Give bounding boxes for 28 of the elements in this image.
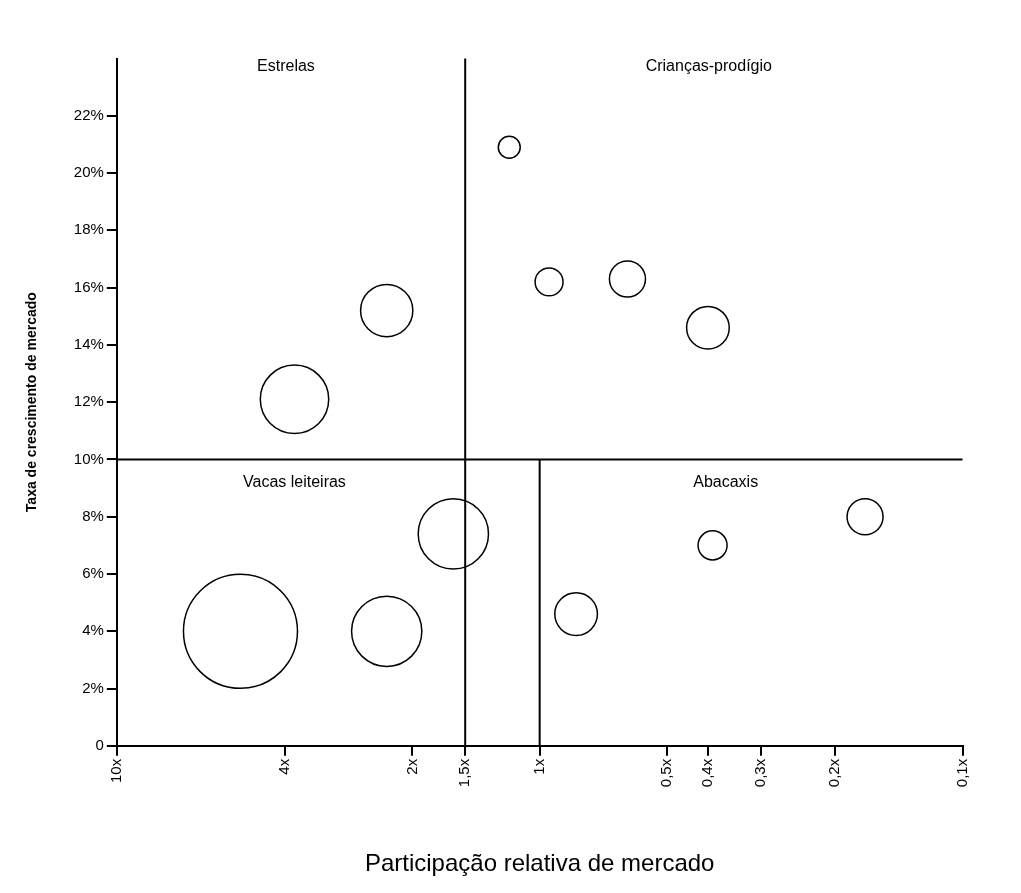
y-tick-label: 14% — [73, 335, 104, 353]
x-axis-title: Participação relativa de mercado — [364, 849, 715, 877]
annotation: Estrelas — [257, 56, 315, 74]
x-tick-label: 1x — [529, 758, 547, 775]
y-tick-label: 0 — [95, 735, 104, 753]
x-tick-label: 0,4x — [698, 758, 716, 788]
y-tick-label: 20% — [73, 163, 104, 181]
y-tick-label: 10% — [73, 449, 104, 467]
annotation: Vacas leiteiras — [242, 472, 346, 490]
y-tick-label: 6% — [82, 564, 104, 582]
y-tick-label: 8% — [82, 506, 104, 524]
annotation: Abacaxis — [693, 472, 759, 490]
x-tick-label: 0,2x — [825, 758, 843, 788]
x-tick-label: 0,5x — [657, 758, 675, 788]
x-tick-label: 2x — [402, 758, 420, 775]
y-tick-label: 4% — [82, 621, 104, 639]
y-tick-label: 12% — [73, 392, 104, 410]
y-tick-label: 18% — [73, 220, 104, 238]
y-tick-label: 16% — [73, 277, 104, 295]
y-axis-title: Taxa de crescimento de mercado — [23, 292, 40, 513]
x-tick-label: 1,5x — [455, 758, 473, 788]
x-tick-label: 0,1x — [952, 758, 970, 788]
x-tick-label: 0,3x — [750, 758, 768, 788]
x-tick-label: 10x — [106, 758, 124, 784]
y-tick-label: 22% — [73, 105, 104, 123]
annotation: Crianças-prodígio — [645, 56, 773, 74]
y-tick-label: 2% — [82, 678, 104, 696]
x-tick-label: 4x — [275, 758, 293, 775]
